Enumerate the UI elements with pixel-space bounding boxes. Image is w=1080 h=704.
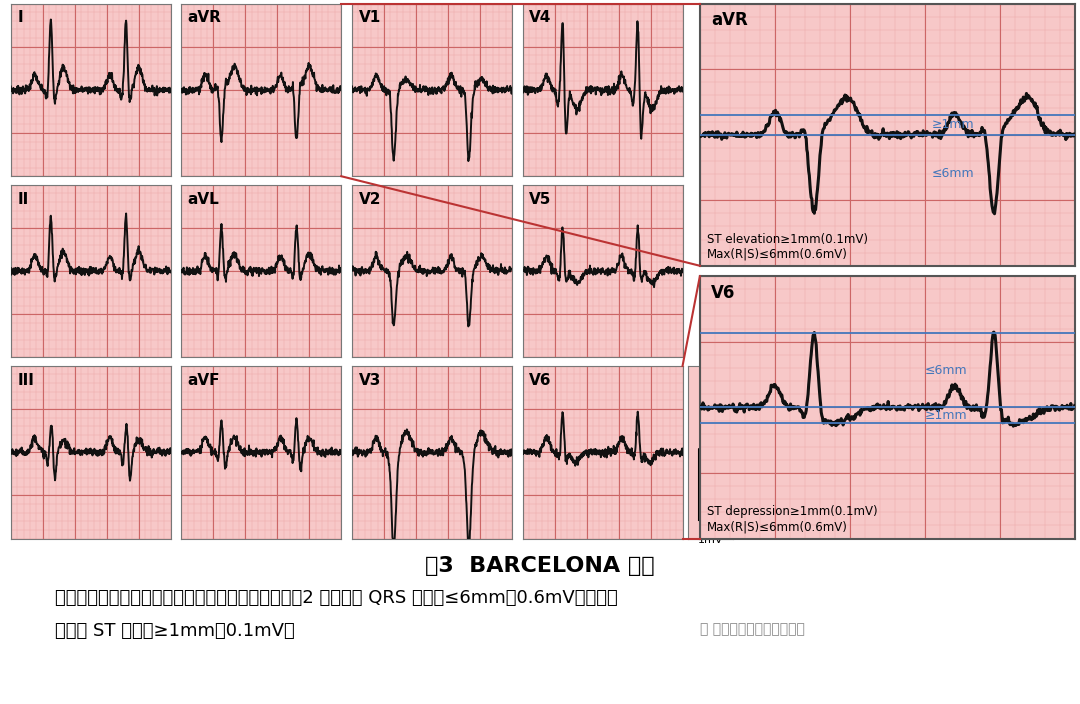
Text: III: III (17, 372, 35, 388)
Text: 回旋支闭塞引起的急性心肌棗死患者的心电图显示，2 个导联的 QRS 波振幅≤6mm（0.6mV），而不: 回旋支闭塞引起的急性心肌棗死患者的心电图显示，2 个导联的 QRS 波振幅≤6m… (55, 589, 618, 607)
Text: V3: V3 (359, 372, 381, 388)
Text: aVL: aVL (188, 191, 219, 206)
Text: aVF: aVF (188, 372, 220, 388)
Text: 图3  BARCELONA 标准: 图3 BARCELONA 标准 (426, 555, 654, 576)
Text: I: I (17, 11, 23, 25)
Text: ST elevation≥1mm(0.1mV)
Max(R|S)≤6mm(0.6mV): ST elevation≥1mm(0.1mV) Max(R|S)≤6mm(0.6… (707, 232, 868, 260)
Text: II: II (17, 191, 28, 206)
Text: aVR: aVR (711, 11, 747, 30)
Text: 1mV: 1mV (698, 534, 724, 545)
Text: V6: V6 (711, 284, 735, 302)
Text: aVR: aVR (188, 11, 221, 25)
Text: ≥1mm: ≥1mm (932, 118, 975, 132)
Text: 📱 公众号．朱晓晓心电资讯: 📱 公众号．朱晓晓心电资讯 (700, 622, 805, 636)
Text: ST depression≥1mm(0.1mV)
Max(R|S)≤6mm(0.6mV): ST depression≥1mm(0.1mV) Max(R|S)≤6mm(0.… (707, 505, 878, 534)
Text: 同向的 ST 段偏移≥1mm（0.1mV）: 同向的 ST 段偏移≥1mm（0.1mV） (55, 622, 295, 640)
Text: V5: V5 (529, 191, 552, 206)
Text: ≥1mm: ≥1mm (924, 408, 968, 422)
Text: V2: V2 (359, 191, 381, 206)
Text: ≤6mm: ≤6mm (924, 364, 968, 377)
Text: ≤6mm: ≤6mm (932, 168, 975, 180)
Text: V1: V1 (359, 11, 381, 25)
Text: V4: V4 (529, 11, 552, 25)
Text: V6: V6 (529, 372, 552, 388)
